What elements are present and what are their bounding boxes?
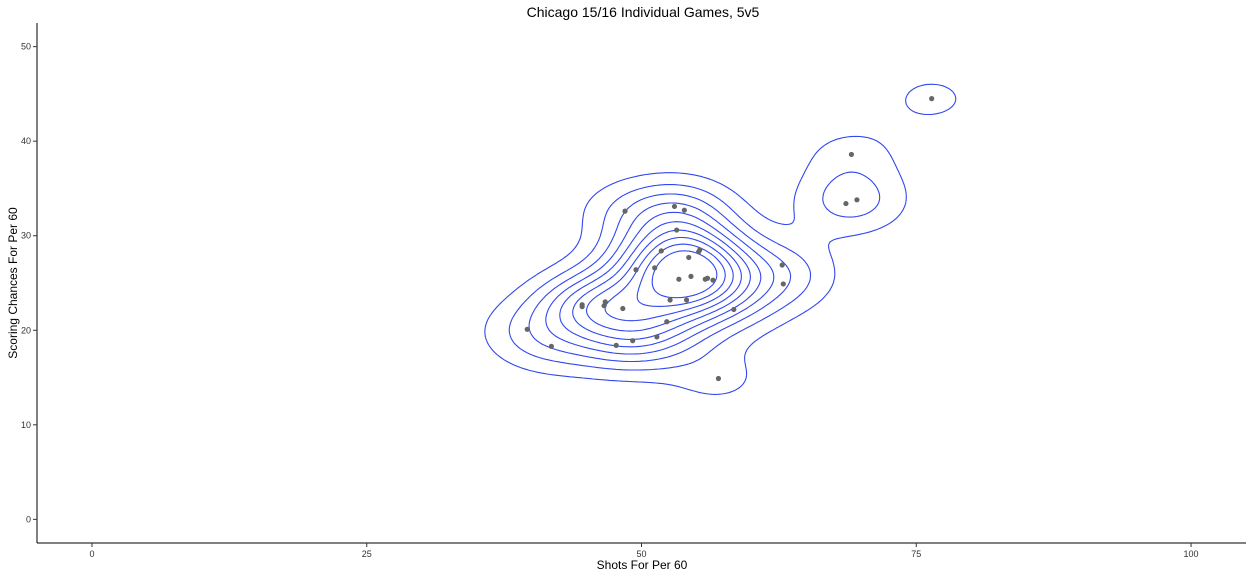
y-axis-ticks: 0 10 20 30 40 50: [21, 42, 37, 524]
data-point: [671, 203, 678, 210]
density-contour-level: [585, 229, 742, 332]
data-point: [697, 247, 703, 253]
data-point: [843, 200, 849, 207]
density-contour-level: [572, 221, 751, 340]
density-contour-level: [545, 202, 775, 355]
density-contour-level: [508, 171, 881, 371]
y-tick-label: 20: [21, 325, 31, 335]
density-contour-level: [528, 193, 792, 363]
data-point: [686, 254, 692, 261]
y-tick-label: 0: [26, 514, 31, 524]
data-point: [613, 342, 619, 348]
chart-title: Chicago 15/16 Individual Games, 5v5: [527, 4, 760, 20]
data-point: [688, 273, 694, 279]
data-point: [622, 208, 628, 214]
x-tick-label: 25: [362, 549, 372, 559]
data-point: [780, 281, 786, 287]
density-contour-level: [484, 83, 957, 395]
density-contour-level: [604, 236, 734, 322]
data-point: [929, 96, 935, 102]
data-point: [854, 197, 860, 203]
data-point: [779, 262, 785, 268]
x-tick-label: 100: [1184, 549, 1199, 559]
density-contours: [484, 83, 957, 395]
scatter-points: [524, 96, 935, 382]
data-point: [676, 276, 682, 282]
x-tick-label: 0: [89, 549, 94, 559]
data-point: [524, 326, 530, 332]
x-axis-ticks: 0 25 50 75 100: [89, 543, 1199, 559]
data-point: [731, 306, 737, 313]
data-point: [579, 304, 585, 310]
data-point: [652, 265, 658, 271]
density-contour-level: [651, 250, 718, 299]
y-tick-label: 50: [21, 42, 31, 52]
data-point: [848, 151, 855, 158]
data-point: [683, 297, 690, 303]
y-tick-label: 10: [21, 420, 31, 430]
x-axis-label: Shots For Per 60: [597, 558, 688, 572]
x-tick-label: 50: [636, 549, 646, 559]
y-tick-label: 30: [21, 231, 31, 241]
y-tick-label: 40: [21, 136, 31, 146]
data-point: [667, 297, 673, 303]
data-point: [548, 343, 554, 349]
data-point: [620, 305, 626, 312]
data-point: [630, 338, 636, 344]
data-point: [664, 319, 670, 325]
data-point: [674, 227, 680, 233]
density-contour-level: [559, 211, 762, 348]
data-point: [654, 334, 660, 340]
data-point: [602, 299, 608, 305]
data-point: [704, 275, 711, 281]
x-tick-label: 75: [911, 549, 921, 559]
data-point: [710, 277, 716, 283]
data-point: [658, 248, 664, 254]
data-point: [715, 375, 722, 382]
data-point: [633, 267, 639, 273]
y-axis-label: Scoring Chances For Per 60: [6, 207, 20, 359]
data-point: [681, 207, 687, 213]
